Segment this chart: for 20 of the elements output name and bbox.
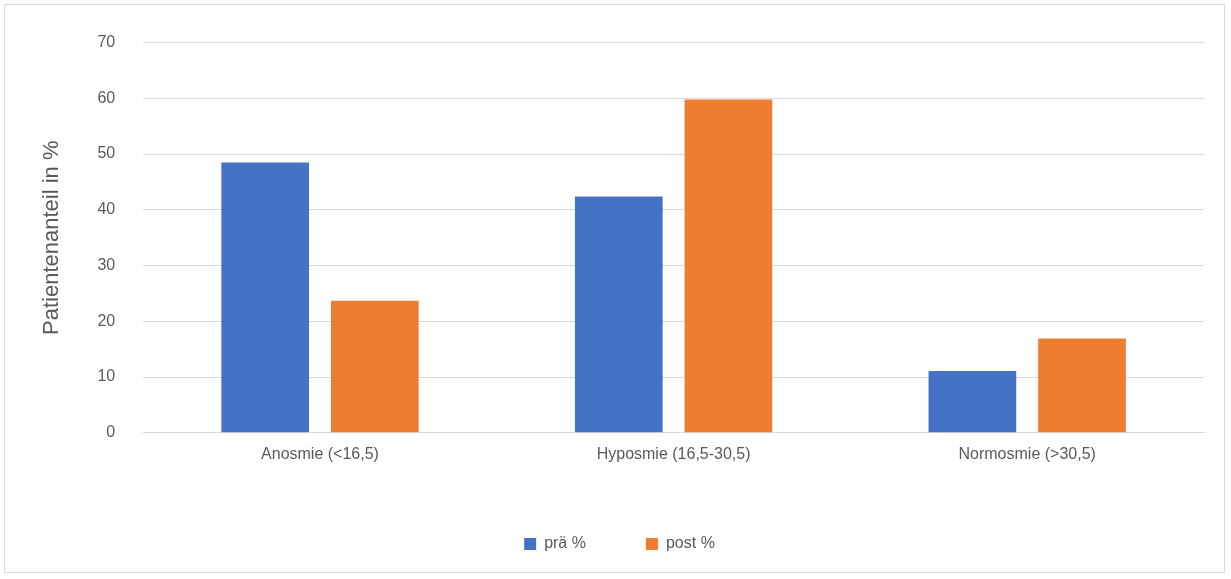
bar — [928, 370, 1017, 433]
y-tick-label: 20 — [97, 311, 116, 329]
y-axis-title: Patientenanteil in % — [38, 140, 64, 335]
x-tick-label: Anosmie (<16,5) — [261, 444, 379, 462]
y-tick-label: 70 — [97, 33, 116, 51]
y-tick-label: 50 — [97, 144, 116, 162]
y-tick-label: 10 — [97, 367, 116, 385]
legend-label: post % — [665, 534, 715, 552]
bar — [330, 300, 419, 433]
y-tick-label: 0 — [106, 423, 116, 441]
bar — [684, 99, 773, 433]
x-tick-label: Normosmie (>30,5) — [958, 444, 1096, 462]
bar — [1038, 338, 1126, 433]
legend-label: prä % — [544, 534, 586, 552]
y-tick-label: 30 — [97, 255, 116, 273]
y-tick-label: 60 — [97, 88, 116, 106]
bar — [574, 196, 663, 433]
x-tick-label: Hyposmie (16,5-30,5) — [596, 444, 751, 462]
bar — [221, 162, 310, 433]
y-tick-label: 40 — [97, 200, 116, 218]
